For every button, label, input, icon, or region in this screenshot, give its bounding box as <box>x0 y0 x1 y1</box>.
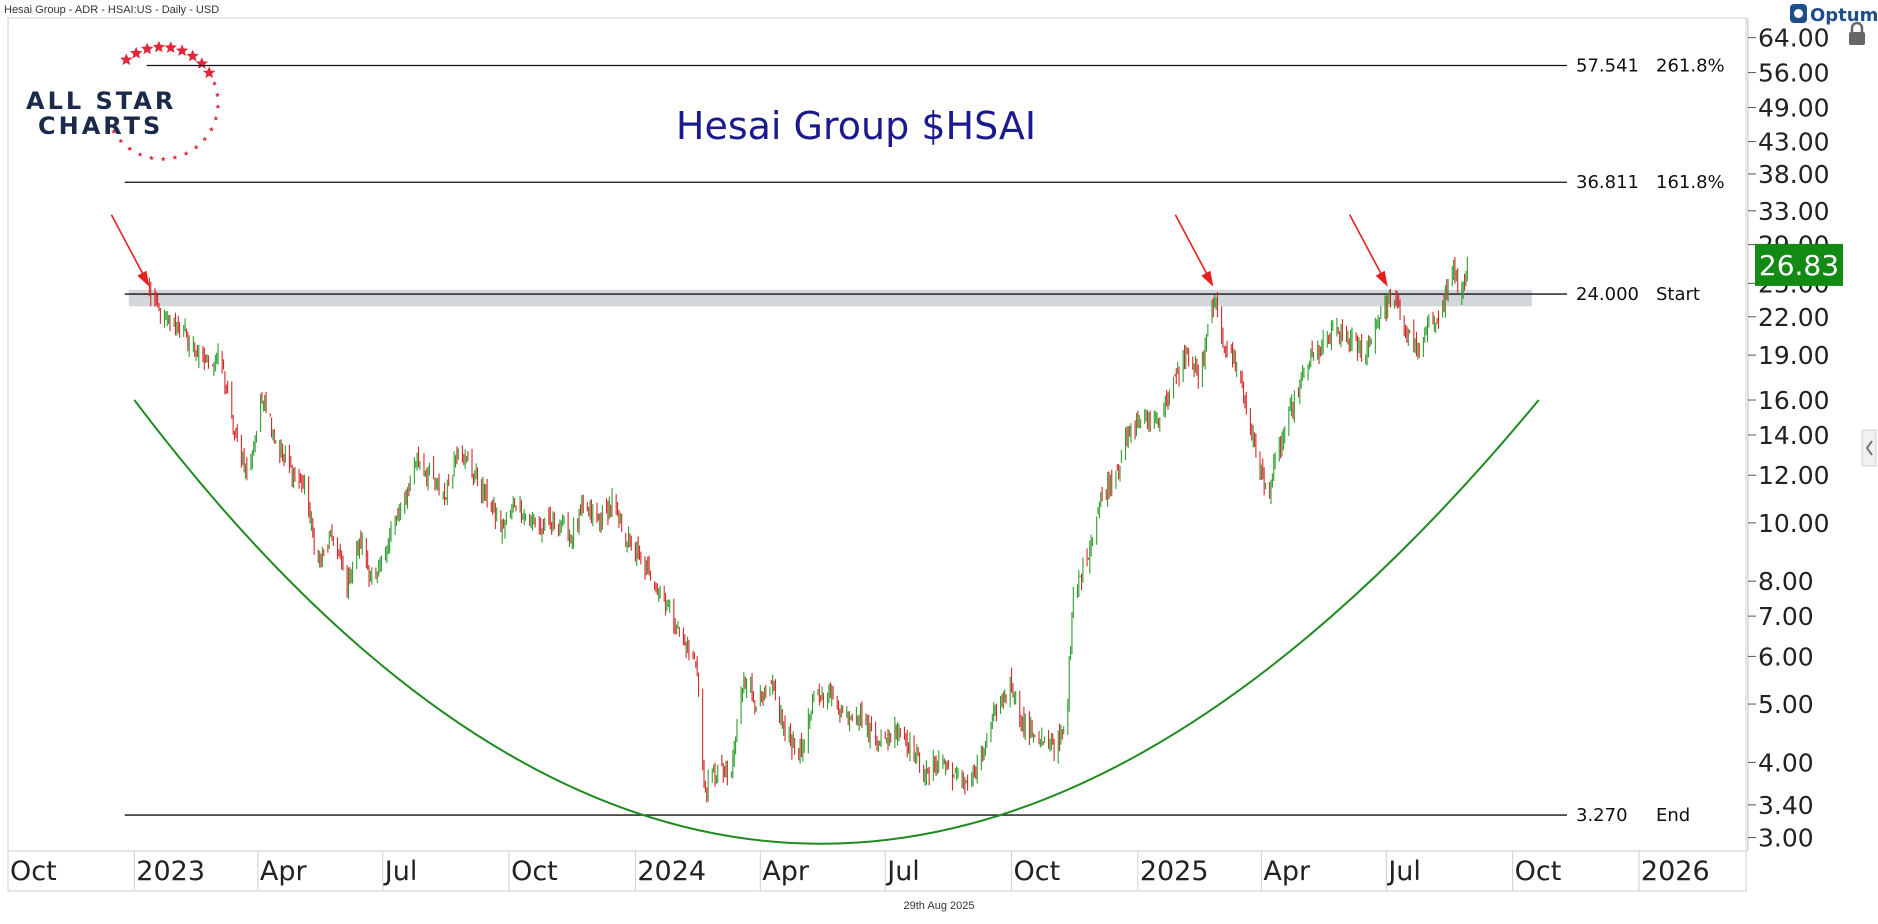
y-tick-label: 43.00 <box>1758 128 1830 157</box>
logo-star-icon <box>127 146 133 151</box>
y-tick-label: 22.00 <box>1758 303 1830 332</box>
logo-star-icon <box>215 104 221 109</box>
level-tag: 161.8% <box>1656 172 1725 193</box>
arrows-layer <box>110 214 1388 287</box>
logo-star-icon <box>212 80 217 86</box>
x-tick-label: Apr <box>260 856 308 887</box>
y-tick-label: 49.00 <box>1758 93 1830 122</box>
logo-line-1: ALL STAR <box>26 87 176 115</box>
y-tick-label: 6.00 <box>1758 642 1814 671</box>
logo-star-icon <box>186 49 199 62</box>
optuma-wordmark: Optuma <box>1810 5 1878 26</box>
y-tick-label: 16.00 <box>1758 386 1830 415</box>
logo-star-icon <box>172 154 178 160</box>
footer-date: 29th Aug 2025 <box>904 900 975 912</box>
x-tick-label: Jul <box>885 856 920 887</box>
logo-star-icon <box>137 151 143 157</box>
last-price-layer: 26.83 <box>1755 243 1843 286</box>
y-tick-label: 64.00 <box>1758 24 1830 53</box>
candles-layer <box>148 256 1468 803</box>
y-axis: 3.00 3.40 4.00 5.00 6.00 7.00 8.00 10.00 12.00 14… <box>1747 18 1830 853</box>
logo-star-icon <box>130 46 143 59</box>
logo-star-icon <box>203 66 216 79</box>
arrow-icon <box>1348 214 1388 287</box>
logo-star-icon <box>193 144 199 150</box>
arrow-icon <box>110 214 150 287</box>
logo-star-icon <box>152 40 165 53</box>
plot-frame <box>7 17 1747 892</box>
x-tick-label: Oct <box>511 856 558 887</box>
x-tick-label: 2024 <box>637 856 706 887</box>
y-tick-label: 38.00 <box>1758 160 1830 189</box>
arrow-icon <box>1174 214 1214 287</box>
y-tick-label: 33.00 <box>1758 197 1830 226</box>
logo-star-icon <box>213 115 219 121</box>
resistance-zone <box>128 289 1532 307</box>
x-tick-label: 2026 <box>1641 856 1710 887</box>
logo-star-icon <box>208 126 214 132</box>
logo-star-icon <box>175 44 189 56</box>
instrument-header: Hesai Group - ADR - HSAI:US - Daily - US… <box>4 4 219 16</box>
all-star-charts-logo: ALL STAR CHARTS <box>26 40 221 162</box>
x-tick-label: Jul <box>1386 856 1421 887</box>
logo-star-icon <box>111 128 117 134</box>
x-tick-label: Oct <box>10 856 57 887</box>
y-tick-label: 5.00 <box>1758 690 1814 719</box>
rounding-bottom-arc <box>133 399 1540 845</box>
y-tick-label: 8.00 <box>1758 567 1814 596</box>
level-value: 36.811 <box>1576 172 1639 193</box>
logo-star-icon <box>202 136 208 142</box>
y-tick-label: 10.00 <box>1758 509 1830 538</box>
y-tick-label: 56.00 <box>1758 59 1830 88</box>
x-tick-label: 2023 <box>136 856 205 887</box>
lock-icon[interactable] <box>1849 21 1865 45</box>
level-value: 3.270 <box>1576 805 1628 826</box>
collapse-panel-icon[interactable] <box>1861 429 1877 467</box>
level-value: 57.541 <box>1576 55 1639 76</box>
level-tag: 261.8% <box>1656 55 1725 76</box>
rounding-bottom-layer <box>133 399 1540 845</box>
x-tick-label: Apr <box>1263 856 1311 887</box>
fib-levels-layer: 57.541 261.8% 36.811 161.8% 24.000 Start 3.270… <box>124 55 1725 826</box>
y-tick-label: 3.00 <box>1758 824 1814 853</box>
y-tick-label: 4.00 <box>1758 748 1814 777</box>
x-tick-label: 2025 <box>1140 856 1209 887</box>
y-tick-label: 14.00 <box>1758 421 1830 450</box>
x-tick-label: Oct <box>1014 856 1061 887</box>
level-value: 24.000 <box>1576 284 1639 305</box>
y-tick-label: 3.40 <box>1758 791 1814 820</box>
y-tick-label: 7.00 <box>1758 602 1814 631</box>
logo-star-icon <box>141 42 154 55</box>
logo-star-icon <box>149 155 154 161</box>
chart-title: Hesai Group $HSAI <box>676 104 1036 148</box>
logo-star-icon <box>195 57 208 69</box>
x-tick-label: Jul <box>383 856 418 887</box>
resistance-zone-layer <box>128 289 1532 307</box>
logo-star-icon <box>160 156 166 162</box>
y-tick-label: 12.00 <box>1758 461 1830 490</box>
logo-star-icon <box>214 92 220 97</box>
logo-line-2: CHARTS <box>38 112 163 140</box>
level-tag: End <box>1656 805 1690 826</box>
logo-star-icon <box>183 150 189 156</box>
x-tick-label: Apr <box>762 856 810 887</box>
optuma-icon-ring <box>1794 9 1803 18</box>
x-axis: Oct 2023 Apr Jul Oct 2024 Apr Jul Oct 2025 Apr Jul O… <box>7 851 1710 891</box>
last-price-label: 26.83 <box>1759 249 1839 282</box>
logo-star-icon <box>164 41 177 53</box>
logo-star-icon <box>118 138 124 144</box>
level-tag: Start <box>1656 284 1700 305</box>
y-tick-label: 19.00 <box>1758 341 1830 370</box>
x-tick-label: Oct <box>1515 856 1562 887</box>
last-price-badge <box>1755 243 1843 286</box>
optuma-logo: Optuma <box>1790 4 1878 26</box>
logo-star-icon <box>120 53 133 66</box>
